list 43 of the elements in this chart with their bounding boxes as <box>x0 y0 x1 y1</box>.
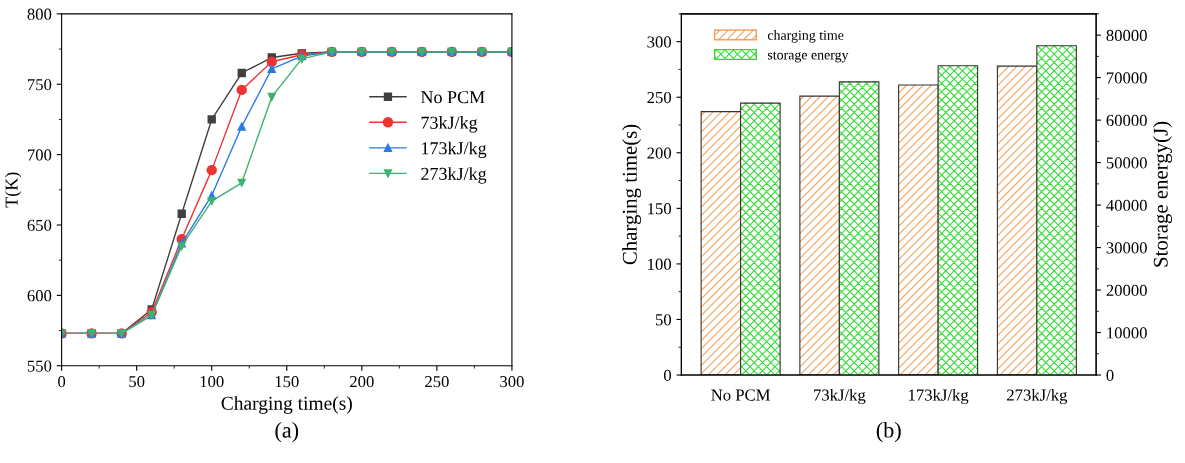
y-tick-label: 600 <box>27 290 52 302</box>
x-axis-title: Charging time(s) <box>221 396 352 414</box>
y-tick-label: 250 <box>647 91 672 104</box>
legend-label: 273kJ/kg <box>421 167 487 184</box>
legend-label: No PCM <box>420 91 485 104</box>
y-tick-label: 50 <box>655 314 672 326</box>
text: (a) <box>275 422 299 443</box>
y-tick-label: 300 <box>647 36 672 48</box>
legend-label: 73kJ/kg <box>421 116 478 133</box>
y-tick-label: 700 <box>28 149 52 161</box>
y2-tick-label: 80000 <box>1106 29 1147 42</box>
y2-tick-label: 40000 <box>1106 199 1147 212</box>
y-axis-title: T(K) <box>4 172 22 208</box>
text: (b) <box>876 421 901 443</box>
x-tick-label: 173kJ/kg <box>909 388 969 405</box>
y-tick-label: 100 <box>648 258 672 270</box>
y2-tick-label: 20000 <box>1106 284 1147 296</box>
x-tick-label: 0 <box>58 375 66 388</box>
y-tick-label: 150 <box>648 203 672 215</box>
y-axis-title: Charging time(s) <box>622 124 642 265</box>
y-tick-label: 650 <box>27 219 52 231</box>
x-tick-label: 50 <box>129 375 145 388</box>
legend-label: storage energy <box>767 51 849 63</box>
y2-tick-label: 10000 <box>1107 327 1147 339</box>
legend-label: 173kJ/kg <box>422 141 487 159</box>
y-tick-label: 800 <box>27 8 52 20</box>
x-tick-label: No PCM <box>711 389 771 401</box>
y2-tick-label: 70000 <box>1106 72 1147 84</box>
x-tick-label: 200 <box>350 375 374 388</box>
legend-label: charging time <box>767 30 844 43</box>
y2-axis-title: Storage energy(J) <box>1153 121 1173 267</box>
x-tick-label: 300 <box>500 375 524 388</box>
y-tick-label: 750 <box>28 78 52 91</box>
y2-tick-label: 30000 <box>1106 242 1147 254</box>
x-tick-label: 273kJ/kg <box>1007 388 1068 405</box>
x-tick-label: 250 <box>425 375 449 388</box>
y-tick-label: 550 <box>27 360 52 372</box>
x-tick-label: 100 <box>200 375 224 388</box>
y2-tick-label: 60000 <box>1106 114 1147 127</box>
y-tick-label: 200 <box>647 147 672 159</box>
x-tick-label: 73kJ/kg <box>814 388 866 405</box>
x-tick-label: 150 <box>275 375 299 388</box>
y2-tick-label: 50000 <box>1106 157 1147 169</box>
